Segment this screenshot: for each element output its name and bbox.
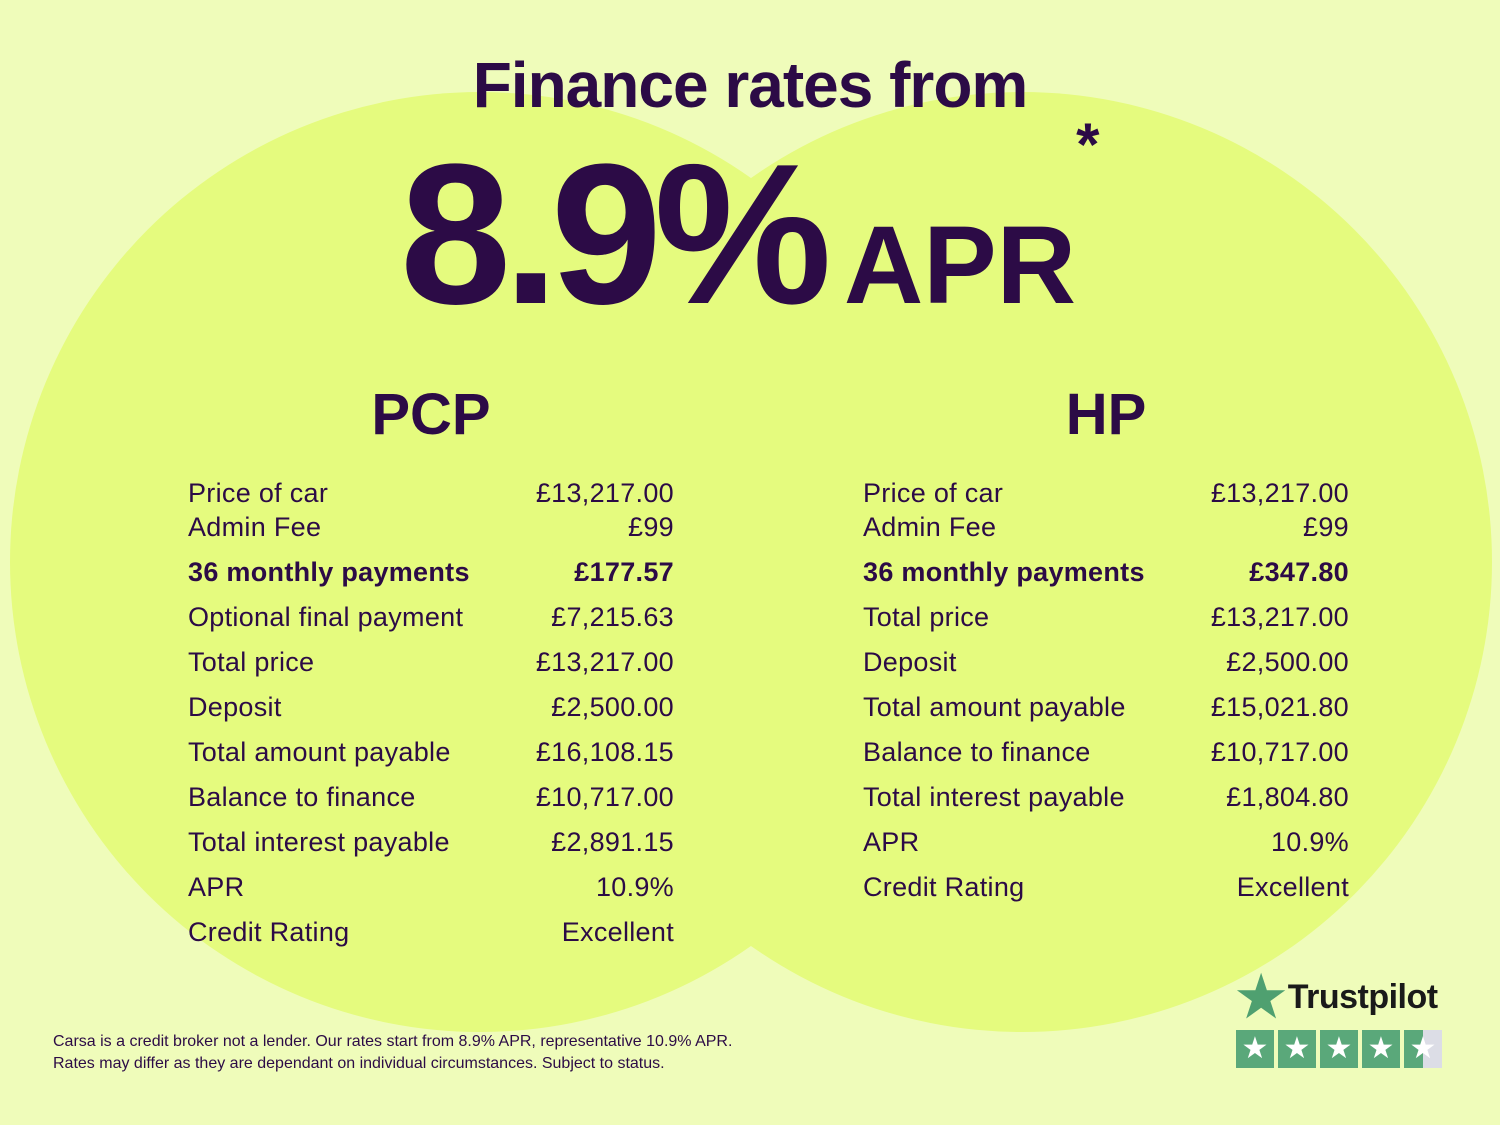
row-value: 10.9% xyxy=(1270,827,1349,857)
table-row: Total interest payable £1,804.80 xyxy=(863,779,1349,824)
row-label: Price of car xyxy=(188,478,329,508)
row-value: £13,217.00 xyxy=(535,478,674,508)
row-label: Price of car xyxy=(863,478,1004,508)
row-value: £13,217.00 xyxy=(535,647,674,677)
table-row: Deposit £2,500.00 xyxy=(863,644,1349,689)
table-row: Balance to finance £10,717.00 xyxy=(188,779,674,824)
disclaimer: Carsa is a credit broker not a lender. O… xyxy=(53,1031,732,1075)
table-row: Price of car £13,217.00 xyxy=(863,475,1349,509)
table-row: Total price £13,217.00 xyxy=(863,599,1349,644)
star-icon: ★ xyxy=(1236,965,1286,1028)
row-label: Credit Rating xyxy=(188,917,350,947)
row-value: £177.57 xyxy=(574,557,674,587)
table-row: Total amount payable £15,021.80 xyxy=(863,689,1349,734)
disclaimer-line: Rates may differ as they are dependant o… xyxy=(53,1055,665,1072)
rate-value: 8.9% xyxy=(400,123,832,346)
table-row: Total amount payable £16,108.15 xyxy=(188,734,674,779)
row-label: APR xyxy=(863,827,920,857)
row-value: £13,217.00 xyxy=(1210,478,1349,508)
row-label: Credit Rating xyxy=(863,872,1025,902)
table-row: Admin Fee £99 xyxy=(188,509,674,554)
table-row: Deposit £2,500.00 xyxy=(188,689,674,734)
disclaimer-line: Carsa is a credit broker not a lender. O… xyxy=(53,1033,733,1050)
rating-star-icon: ★ xyxy=(1404,1030,1442,1068)
row-value: £13,217.00 xyxy=(1210,602,1349,632)
table-row: Optional final payment £7,215.63 xyxy=(188,599,674,644)
row-value: £2,891.15 xyxy=(551,827,674,857)
hp-table: HP Price of car £13,217.00 Admin Fee £99 36 … xyxy=(863,385,1349,914)
trustpilot-name: Trustpilot xyxy=(1287,977,1438,1016)
trustpilot-badge: ★ Trustpilot ★ ★ ★ ★ ★ xyxy=(1236,965,1442,1068)
table-row: 36 monthly payments £177.57 xyxy=(188,554,674,599)
row-label: Optional final payment xyxy=(188,602,464,632)
row-value: £99 xyxy=(1303,512,1349,542)
pcp-table: PCP Price of car £13,217.00 Admin Fee £99 36… xyxy=(188,385,674,959)
row-label: Total amount payable xyxy=(188,737,451,767)
row-label: Deposit xyxy=(863,647,957,677)
trustpilot-logo: ★ Trustpilot xyxy=(1236,965,1442,1028)
rating-star-icon: ★ xyxy=(1362,1030,1400,1068)
row-value: £15,021.80 xyxy=(1210,692,1349,722)
rate-suffix: APR xyxy=(843,204,1077,327)
pcp-title: PCP xyxy=(371,382,491,447)
rating-star-icon: ★ xyxy=(1236,1030,1274,1068)
background-circle-right xyxy=(552,92,1492,1032)
row-value: Excellent xyxy=(1236,872,1349,902)
hp-title: HP xyxy=(1065,382,1147,447)
headline: Finance rates from xyxy=(472,49,1029,121)
headline-rate: 8.9% APR * xyxy=(400,111,1099,350)
row-label: Total price xyxy=(188,647,315,677)
row-label: Admin Fee xyxy=(188,512,322,542)
row-label: Deposit xyxy=(188,692,282,722)
row-value: £7,215.63 xyxy=(551,602,674,632)
row-value: £16,108.15 xyxy=(535,737,674,767)
table-row: APR 10.9% xyxy=(863,824,1349,869)
table-row: Credit Rating Excellent xyxy=(863,869,1349,914)
table-row: Admin Fee £99 xyxy=(863,509,1349,554)
row-value: £2,500.00 xyxy=(551,692,674,722)
table-row: Credit Rating Excellent xyxy=(188,914,674,959)
table-row: 36 monthly payments £347.80 xyxy=(863,554,1349,599)
row-value: 10.9% xyxy=(595,872,674,902)
row-value: £2,500.00 xyxy=(1226,647,1349,677)
trustpilot-rating: ★ ★ ★ ★ ★ xyxy=(1236,1030,1442,1068)
rating-star-icon: ★ xyxy=(1278,1030,1316,1068)
asterisk: * xyxy=(1076,111,1100,178)
table-row: Price of car £13,217.00 xyxy=(188,475,674,509)
row-label: Balance to finance xyxy=(188,782,416,812)
row-label: Total interest payable xyxy=(863,782,1125,812)
table-row: APR 10.9% xyxy=(188,869,674,914)
table-row: Balance to finance £10,717.00 xyxy=(863,734,1349,779)
table-row: Total interest payable £2,891.15 xyxy=(188,824,674,869)
row-value: £10,717.00 xyxy=(535,782,674,812)
row-value: £99 xyxy=(628,512,674,542)
rating-star-icon: ★ xyxy=(1320,1030,1358,1068)
row-value: £1,804.80 xyxy=(1226,782,1349,812)
row-value: £347.80 xyxy=(1249,557,1349,587)
row-label: 36 monthly payments xyxy=(863,557,1145,587)
row-label: 36 monthly payments xyxy=(188,557,470,587)
row-label: Total amount payable xyxy=(863,692,1126,722)
row-label: Total price xyxy=(863,602,990,632)
table-row: Total price £13,217.00 xyxy=(188,644,674,689)
row-label: Balance to finance xyxy=(863,737,1091,767)
row-label: APR xyxy=(188,872,245,902)
row-value: Excellent xyxy=(561,917,674,947)
row-value: £10,717.00 xyxy=(1210,737,1349,767)
row-label: Total interest payable xyxy=(188,827,450,857)
row-label: Admin Fee xyxy=(863,512,997,542)
